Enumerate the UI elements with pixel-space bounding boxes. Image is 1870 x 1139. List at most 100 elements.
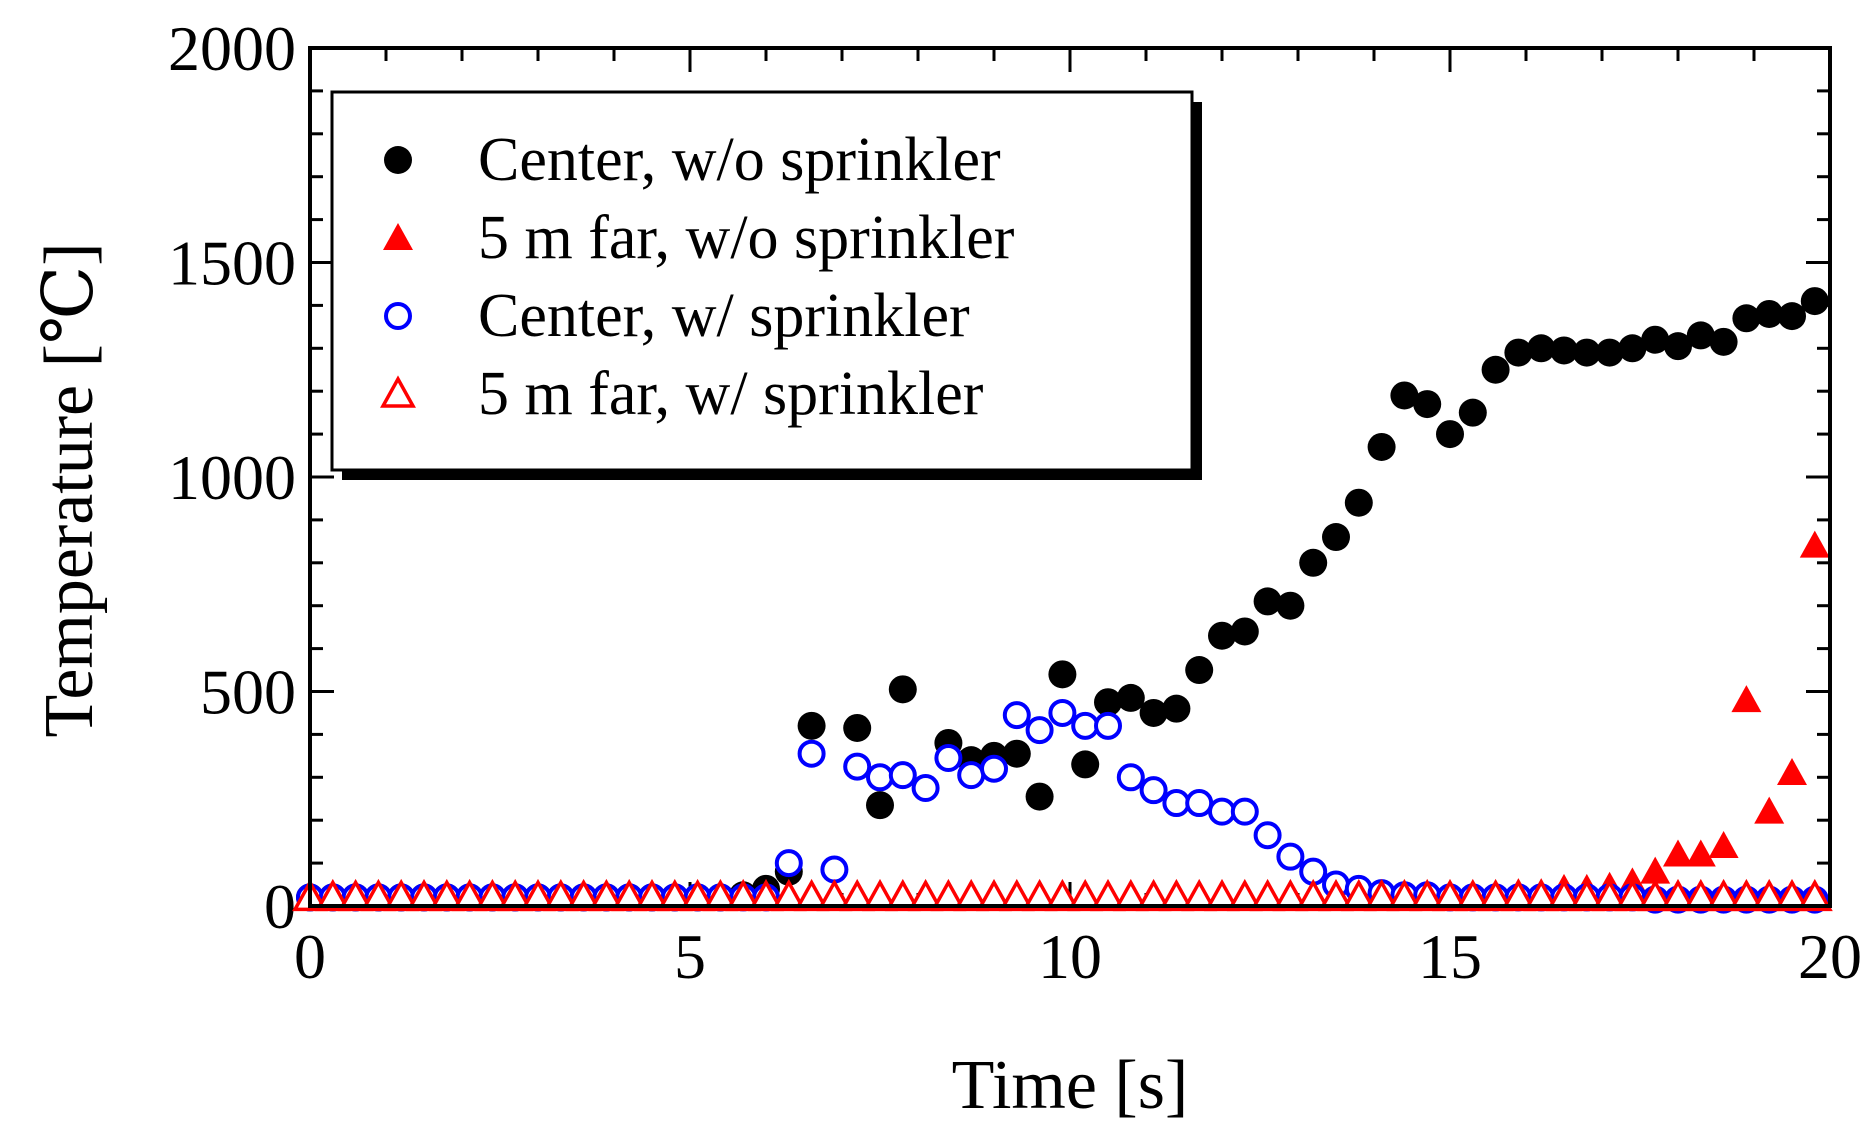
data-point xyxy=(1799,530,1830,558)
data-point xyxy=(1025,782,1054,811)
legend-marker xyxy=(384,146,412,174)
data-point xyxy=(565,878,602,912)
data-point xyxy=(866,763,894,792)
tick-labels: 0 5 10 15 20 0 500 1000 1500 2000 xyxy=(168,13,1862,992)
data-point xyxy=(1641,325,1670,354)
data-point xyxy=(1777,758,1807,786)
data-point xyxy=(360,878,397,912)
data-point xyxy=(1363,878,1400,912)
data-point xyxy=(542,878,579,912)
data-point xyxy=(1500,878,1537,912)
data-point xyxy=(1094,688,1122,717)
data-point xyxy=(980,754,1008,783)
data-point xyxy=(1728,878,1765,912)
data-point xyxy=(1754,796,1785,824)
data-point xyxy=(1185,656,1214,685)
data-point xyxy=(1774,878,1810,912)
x-tick-label: 20 xyxy=(1798,921,1862,992)
data-point xyxy=(611,878,648,912)
data-point xyxy=(1731,685,1762,713)
data-point xyxy=(998,878,1035,912)
data-point xyxy=(866,791,894,820)
data-point xyxy=(1253,587,1282,616)
data-point xyxy=(1640,856,1671,884)
y-tick-label: 0 xyxy=(264,871,296,942)
data-point xyxy=(748,878,784,912)
data-point xyxy=(1708,830,1739,858)
data-point xyxy=(911,774,940,803)
data-point xyxy=(1025,716,1054,745)
data-point xyxy=(1755,299,1784,328)
data-point xyxy=(884,878,921,912)
x-tick-label: 15 xyxy=(1418,921,1482,992)
data-point xyxy=(702,878,739,912)
data-point xyxy=(1637,878,1674,912)
data-point xyxy=(1614,878,1651,912)
x-tick-label: 0 xyxy=(294,921,326,992)
data-point xyxy=(1546,878,1582,912)
data-point xyxy=(1048,660,1077,689)
data-point xyxy=(934,743,963,772)
data-point xyxy=(1751,878,1788,912)
data-point xyxy=(1800,287,1829,316)
data-point xyxy=(337,878,374,912)
data-point xyxy=(1067,878,1104,912)
data-point xyxy=(1230,617,1259,646)
data-point xyxy=(1295,878,1332,912)
data-point xyxy=(1796,878,1833,912)
data-point xyxy=(1185,789,1214,818)
x-tick-label: 10 xyxy=(1038,921,1102,992)
data-point xyxy=(1591,878,1628,912)
data-point xyxy=(1436,420,1464,449)
data-point xyxy=(1732,304,1761,333)
data-point xyxy=(474,878,511,912)
data-point xyxy=(888,675,917,704)
legend-marker xyxy=(380,375,416,408)
data-point xyxy=(1249,878,1286,912)
data-point xyxy=(1527,334,1556,363)
data-point xyxy=(1663,839,1693,867)
data-point xyxy=(520,878,556,912)
legend-box xyxy=(330,90,1194,472)
data-point xyxy=(1048,698,1077,727)
data-point xyxy=(1253,821,1282,850)
data-point xyxy=(1705,878,1742,912)
data-point xyxy=(1660,878,1696,912)
data-point xyxy=(588,878,625,912)
plot-frame xyxy=(308,46,1832,908)
data-point xyxy=(1664,332,1692,361)
data-point xyxy=(1413,390,1442,419)
data-point xyxy=(1158,878,1195,912)
data-point xyxy=(1002,701,1031,730)
data-point xyxy=(907,878,944,912)
data-point xyxy=(839,878,876,912)
data-point xyxy=(797,711,826,740)
data-point xyxy=(1112,878,1149,912)
data-point xyxy=(1276,842,1305,871)
data-point xyxy=(797,739,826,768)
data-point xyxy=(1481,355,1510,384)
data-point xyxy=(1090,878,1126,912)
legend: Center, w/o sprinkler 5 m far, w/o sprink… xyxy=(330,90,1202,480)
data-point xyxy=(1686,321,1715,350)
data-point xyxy=(1204,878,1240,912)
data-point xyxy=(1477,878,1514,912)
data-point xyxy=(1021,878,1058,912)
data-point xyxy=(1318,878,1354,912)
data-point xyxy=(930,878,967,912)
data-point xyxy=(1595,338,1624,367)
data-point xyxy=(451,878,488,912)
data-point xyxy=(1568,878,1605,912)
data-point xyxy=(383,878,420,912)
data-point xyxy=(497,878,534,912)
data-point xyxy=(1618,334,1647,363)
data-point xyxy=(1181,878,1218,912)
data-point xyxy=(1230,797,1259,826)
data-point xyxy=(1550,336,1578,365)
series-4 xyxy=(292,878,1833,912)
data-point xyxy=(1682,878,1719,912)
data-point xyxy=(679,878,716,912)
legend-label: Center, w/ sprinkler xyxy=(478,282,970,350)
data-point xyxy=(770,878,807,912)
